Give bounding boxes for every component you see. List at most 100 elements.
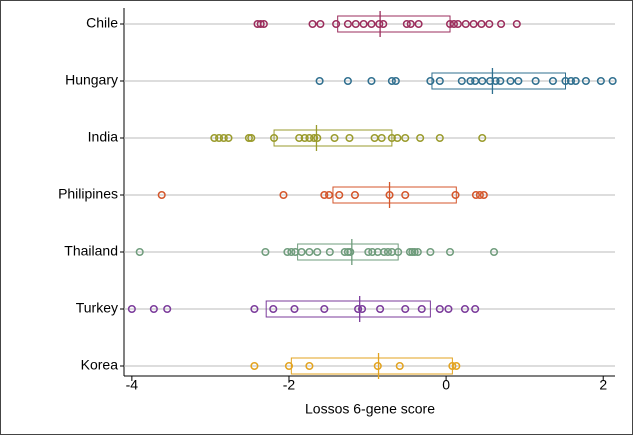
point — [316, 19, 325, 29]
point — [414, 19, 423, 29]
category-label: Hungary — [65, 72, 118, 88]
point — [359, 19, 368, 29]
point — [406, 19, 415, 29]
point — [408, 247, 417, 257]
point — [279, 190, 288, 200]
point — [393, 133, 402, 143]
point — [512, 19, 521, 29]
point — [127, 304, 136, 314]
point — [325, 247, 334, 257]
point — [457, 76, 466, 86]
point — [426, 247, 435, 257]
point — [469, 19, 478, 29]
point — [244, 133, 253, 143]
point — [259, 19, 268, 29]
point — [269, 133, 279, 143]
point — [364, 247, 373, 257]
point — [305, 247, 314, 257]
point — [608, 76, 617, 86]
point — [581, 76, 590, 86]
point — [320, 304, 329, 314]
point — [373, 361, 382, 371]
x-tick-label: -4 — [126, 377, 139, 393]
point — [297, 247, 306, 257]
point — [163, 304, 172, 314]
point — [497, 19, 506, 29]
point — [300, 133, 309, 143]
point — [486, 76, 495, 86]
point — [401, 190, 410, 200]
point — [315, 76, 324, 86]
point — [461, 19, 470, 29]
point — [485, 19, 494, 29]
point — [489, 247, 499, 257]
point — [313, 247, 322, 257]
point — [290, 304, 299, 314]
point — [531, 76, 540, 86]
point — [452, 361, 461, 371]
point — [149, 304, 158, 314]
point — [335, 190, 344, 200]
point — [351, 19, 360, 29]
point — [566, 76, 576, 86]
point — [413, 247, 422, 257]
x-tick-label: 0 — [442, 377, 450, 393]
box — [431, 72, 567, 90]
point — [332, 19, 341, 29]
point — [445, 19, 455, 29]
point — [491, 76, 500, 86]
point — [416, 133, 425, 143]
point — [313, 133, 322, 143]
point — [354, 304, 363, 314]
point — [435, 76, 444, 86]
point — [426, 76, 435, 86]
point — [466, 76, 475, 86]
box — [265, 300, 431, 318]
point — [367, 19, 376, 29]
category-label: Turkey — [76, 300, 118, 316]
point — [460, 304, 470, 314]
point — [561, 76, 570, 86]
point — [305, 361, 314, 371]
point — [401, 133, 410, 143]
point — [387, 133, 396, 143]
point — [478, 76, 487, 86]
point — [379, 247, 389, 257]
box — [273, 129, 393, 147]
point — [305, 133, 314, 143]
point — [357, 304, 367, 314]
point — [375, 19, 384, 29]
point — [350, 190, 360, 200]
point — [256, 19, 265, 29]
point — [405, 247, 415, 257]
point — [417, 304, 426, 314]
point — [385, 190, 394, 200]
point — [449, 19, 459, 29]
point — [471, 304, 480, 314]
x-axis-label: Lossos 6-gene score — [305, 401, 435, 417]
category-label: Thailand — [64, 243, 118, 259]
category-label: India — [88, 129, 119, 145]
point — [157, 190, 166, 200]
point — [387, 76, 396, 86]
point — [445, 247, 455, 257]
point — [451, 190, 460, 200]
x-tick-label: -2 — [283, 377, 296, 393]
point — [250, 361, 259, 371]
category-label: Chile — [86, 15, 118, 31]
point — [283, 247, 292, 257]
point — [250, 304, 259, 314]
point — [448, 361, 457, 371]
point — [496, 76, 505, 86]
point — [269, 304, 278, 314]
point — [367, 76, 376, 86]
point — [453, 19, 462, 29]
point — [330, 133, 339, 143]
point — [295, 133, 304, 143]
point — [379, 19, 388, 29]
point — [135, 247, 144, 257]
point — [506, 76, 515, 86]
point — [310, 133, 319, 143]
